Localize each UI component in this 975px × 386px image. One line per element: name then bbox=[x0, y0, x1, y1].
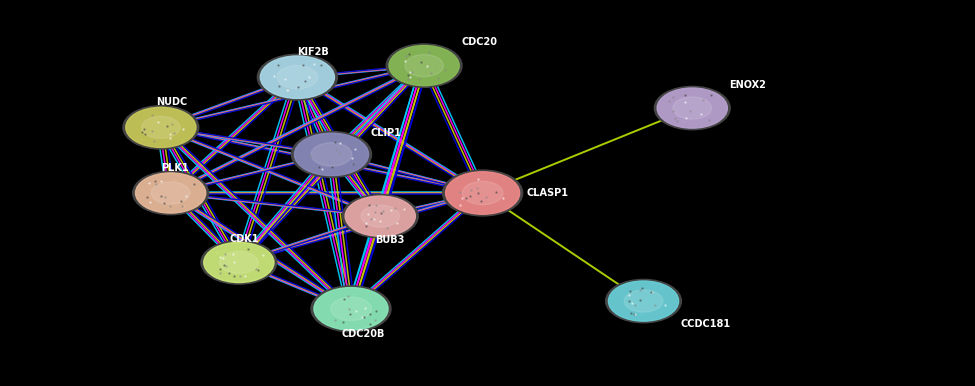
Ellipse shape bbox=[446, 172, 520, 214]
Ellipse shape bbox=[345, 196, 415, 236]
Ellipse shape bbox=[342, 195, 418, 238]
Ellipse shape bbox=[462, 181, 503, 205]
Ellipse shape bbox=[219, 251, 258, 274]
Text: CLASP1: CLASP1 bbox=[526, 188, 568, 198]
Ellipse shape bbox=[257, 54, 337, 100]
Ellipse shape bbox=[204, 242, 274, 283]
Text: CDK1: CDK1 bbox=[229, 234, 258, 244]
Text: KIF2B: KIF2B bbox=[297, 47, 330, 57]
Ellipse shape bbox=[405, 54, 444, 77]
Ellipse shape bbox=[123, 106, 199, 149]
Ellipse shape bbox=[443, 170, 523, 216]
Ellipse shape bbox=[654, 86, 730, 130]
Ellipse shape bbox=[311, 286, 391, 332]
Ellipse shape bbox=[201, 241, 277, 284]
Text: BUB3: BUB3 bbox=[375, 235, 405, 245]
Text: CDC20B: CDC20B bbox=[341, 329, 384, 339]
Ellipse shape bbox=[657, 88, 727, 128]
Ellipse shape bbox=[277, 66, 318, 89]
Text: ENOX2: ENOX2 bbox=[729, 80, 766, 90]
Ellipse shape bbox=[605, 279, 682, 323]
Ellipse shape bbox=[311, 143, 352, 166]
Ellipse shape bbox=[141, 116, 180, 139]
Text: CLIP1: CLIP1 bbox=[370, 128, 402, 138]
Ellipse shape bbox=[386, 44, 462, 87]
Ellipse shape bbox=[361, 205, 400, 227]
Ellipse shape bbox=[389, 46, 459, 86]
Ellipse shape bbox=[673, 97, 712, 119]
Ellipse shape bbox=[294, 133, 369, 176]
Ellipse shape bbox=[260, 56, 334, 98]
Ellipse shape bbox=[608, 281, 679, 321]
Text: CDC20: CDC20 bbox=[461, 37, 497, 47]
Text: PLK1: PLK1 bbox=[161, 163, 188, 173]
Ellipse shape bbox=[126, 107, 196, 147]
Text: NUDC: NUDC bbox=[156, 97, 187, 107]
Ellipse shape bbox=[331, 297, 371, 320]
Ellipse shape bbox=[133, 171, 209, 215]
Ellipse shape bbox=[136, 173, 206, 213]
Text: CCDC181: CCDC181 bbox=[681, 319, 730, 329]
Ellipse shape bbox=[624, 290, 663, 312]
Ellipse shape bbox=[314, 288, 388, 330]
Ellipse shape bbox=[292, 132, 371, 177]
Ellipse shape bbox=[151, 182, 190, 204]
